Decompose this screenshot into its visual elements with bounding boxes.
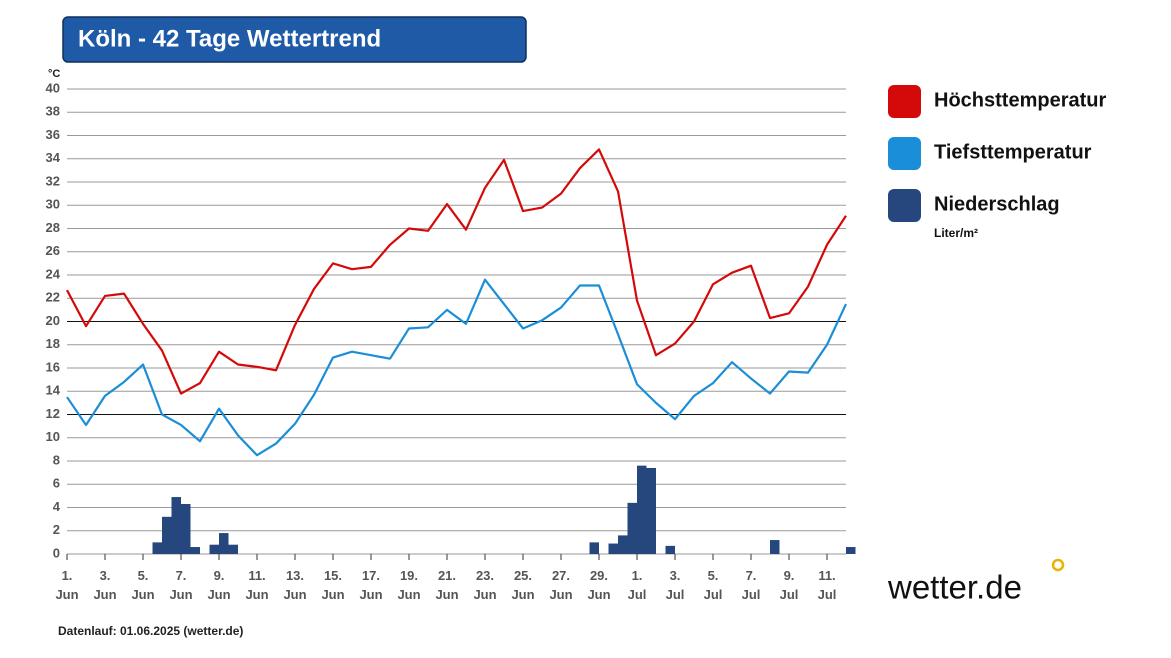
precip-bar [665, 545, 675, 554]
x-tick-label: 19. Jun [397, 568, 421, 602]
y-tick-label: 30 [46, 197, 60, 212]
y-tick-label: 32 [46, 173, 60, 188]
y-tick-label: 16 [46, 359, 60, 374]
logo-dot [1051, 558, 1065, 572]
precip-bar [162, 516, 172, 554]
precip-bar [171, 497, 181, 554]
temp-line [66, 278, 847, 457]
precip-bar [608, 543, 618, 554]
x-tick-label: 3. Jul [665, 568, 685, 602]
precip-bar [228, 544, 238, 554]
x-tick-label: 1. Jul [627, 568, 647, 602]
y-tick-label: 8 [53, 452, 60, 467]
precip-bar [618, 535, 628, 554]
y-tick-label: 14 [46, 383, 61, 398]
precip-bar [209, 544, 219, 554]
legend-label: Niederschlag [934, 193, 1060, 215]
x-tick-label: 23. Jun [473, 568, 497, 602]
legend-swatch [888, 85, 921, 118]
y-tick-label: 34 [46, 150, 61, 165]
precip-bar [589, 542, 599, 554]
legend-swatch [888, 137, 921, 170]
precip-bar [627, 502, 637, 554]
y-tick-label: 26 [46, 243, 60, 258]
x-tick-label: 5. Jul [703, 568, 723, 602]
y-tick-label: 22 [46, 290, 60, 305]
x-tick-label: 1. Jun [55, 568, 79, 602]
x-tick-label: 13. Jun [283, 568, 307, 602]
legend-swatch [888, 189, 921, 222]
precip-bar [190, 547, 200, 554]
x-tick-label: 27. Jun [549, 568, 573, 602]
precip-bar [646, 467, 656, 554]
x-tick-label: 9. Jul [779, 568, 799, 602]
legend-label: Tiefsttemperatur [934, 141, 1092, 163]
precip-bar [637, 465, 647, 554]
temp-line [66, 148, 847, 395]
y-tick-label: 40 [46, 80, 60, 95]
x-tick-label: 3. Jun [93, 568, 117, 602]
footnote: Datenlauf: 01.06.2025 (wetter.de) [58, 624, 243, 638]
y-unit: °C [48, 68, 60, 80]
y-tick-label: 12 [46, 406, 60, 421]
y-tick-label: 6 [53, 476, 60, 491]
x-tick-label: 17. Jun [359, 568, 383, 602]
brand-logo: wetter.de [887, 569, 1022, 606]
x-tick-label: 7. Jul [741, 568, 761, 602]
y-tick-label: 38 [46, 104, 60, 119]
y-tick-label: 18 [46, 336, 60, 351]
precip-bar [219, 533, 229, 554]
precip-bar [152, 542, 162, 554]
chart-title: Köln - 42 Tage Wettertrend [78, 25, 381, 52]
y-tick-label: 36 [46, 127, 60, 142]
x-tick-label: 9. Jun [207, 568, 231, 602]
y-tick-label: 2 [53, 522, 60, 537]
title-box [62, 16, 527, 63]
precip-bar [181, 504, 191, 554]
y-tick-label: 24 [46, 266, 61, 281]
x-tick-label: 7. Jun [169, 568, 193, 602]
x-tick-label: 11. Jul [817, 568, 837, 602]
y-tick-label: 0 [53, 545, 60, 560]
legend-label: Höchsttemperatur [934, 89, 1106, 111]
x-tick-label: 5. Jun [131, 568, 155, 602]
x-tick-label: 25. Jun [511, 568, 535, 602]
x-tick-label: 11. Jun [245, 568, 269, 602]
legend-unit: Liter/m² [934, 226, 978, 240]
precip-bar [770, 540, 780, 554]
y-tick-label: 4 [53, 499, 61, 514]
x-tick-label: 21. Jun [435, 568, 459, 602]
y-tick-label: 20 [46, 313, 60, 328]
precip-bar [846, 547, 856, 554]
y-tick-label: 10 [46, 429, 60, 444]
x-tick-label: 15. Jun [321, 568, 345, 602]
x-tick-label: 29. Jun [587, 568, 611, 602]
y-tick-label: 28 [46, 220, 60, 235]
